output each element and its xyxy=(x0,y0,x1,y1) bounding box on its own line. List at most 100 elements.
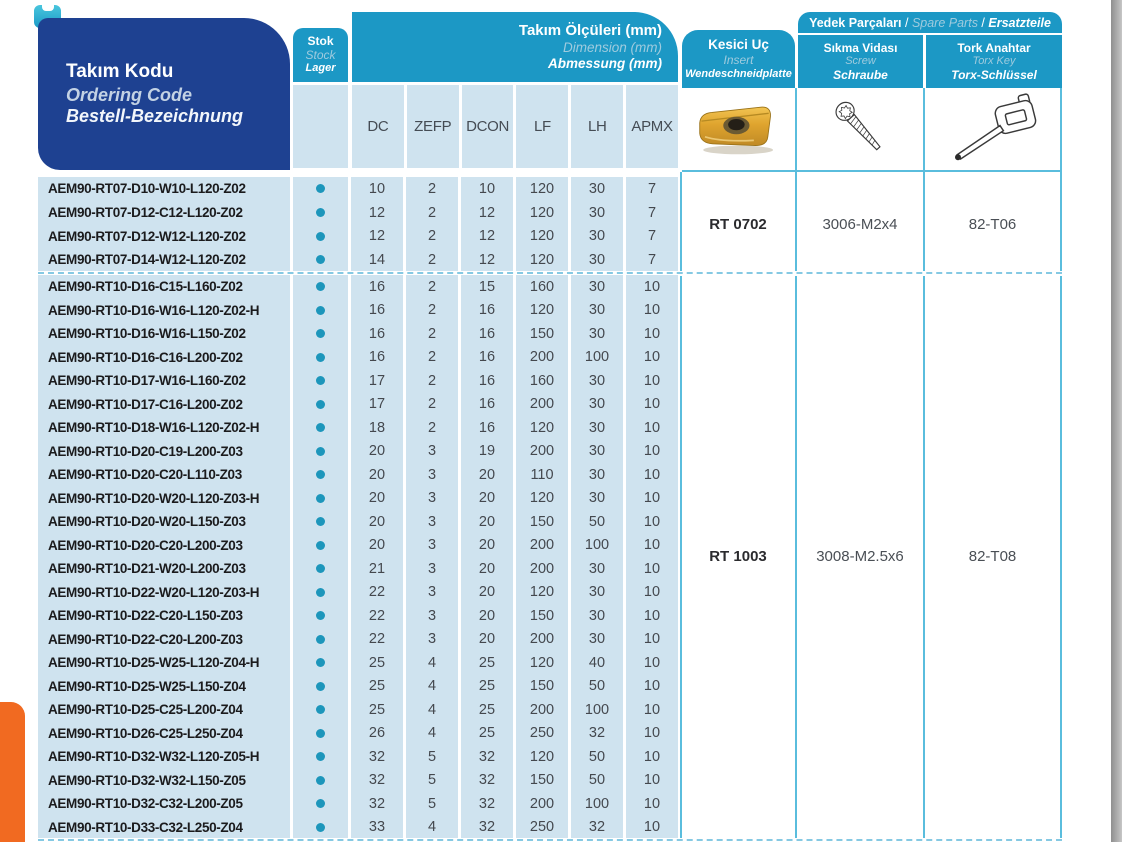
dimension-value-cell: 2 xyxy=(406,248,458,272)
dimension-value-cell: 120 xyxy=(516,224,568,249)
dimension-value-cell: 20 xyxy=(461,533,513,557)
insert-photo-cell xyxy=(682,90,795,168)
dimension-value-cell: 20 xyxy=(461,580,513,604)
dimension-value-cell: 10 xyxy=(626,321,678,346)
dimension-value-cell: 10 xyxy=(461,177,513,201)
dimension-value-cell: 2 xyxy=(406,321,458,346)
dimension-value-cell: 30 xyxy=(571,274,623,299)
spare-parts-sep2: / xyxy=(977,15,989,30)
dimensions-title-en: Dimension (mm) xyxy=(562,39,662,55)
ordering-code-cell: AEM90-RT10-D22-C20-L200-Z03 xyxy=(38,627,290,651)
dimension-value-cell: 16 xyxy=(461,392,513,416)
dimension-value-cell: 32 xyxy=(351,791,403,816)
dimension-value-cell: 150 xyxy=(516,321,568,346)
ordering-code-cell: AEM90-RT10-D22-C20-L150-Z03 xyxy=(38,603,290,628)
dimension-value-cell: 32 xyxy=(571,815,623,839)
dimension-value-cell: 20 xyxy=(351,486,403,510)
stock-cell xyxy=(293,815,348,839)
dimension-value-cell: 200 xyxy=(516,345,568,369)
stock-cell xyxy=(293,674,348,698)
torx-key-icon xyxy=(955,93,1037,161)
ordering-code-cell: AEM90-RT10-D16-W16-L120-Z02-H xyxy=(38,298,290,322)
stock-dot-icon xyxy=(316,752,325,762)
dimension-column-headers: DC ZEFP DCON LF LH APMX xyxy=(352,85,678,168)
stock-dot-icon xyxy=(316,376,325,386)
dimension-value-cell: 2 xyxy=(406,368,458,393)
dimension-value-cell: 16 xyxy=(351,345,403,369)
bookmark-notch xyxy=(41,4,54,11)
ordering-code-title-de: Bestell-Bezeichnung xyxy=(66,106,244,126)
dimension-value-cell: 10 xyxy=(351,177,403,201)
dimension-value-cell: 10 xyxy=(626,603,678,628)
dimension-value-cell: 30 xyxy=(571,627,623,651)
dimension-value-cell: 20 xyxy=(461,462,513,487)
stock-cell xyxy=(293,439,348,463)
dimension-value-cell: 10 xyxy=(626,298,678,322)
spare-grid-vline-3 xyxy=(923,88,925,842)
stock-dot-icon xyxy=(316,799,325,809)
dim-column-header: DCON xyxy=(461,85,514,168)
dimension-value-cell: 100 xyxy=(571,533,623,557)
dimension-value-cell: 12 xyxy=(351,224,403,249)
insert-photo xyxy=(698,106,773,155)
dimension-value-cell: 32 xyxy=(351,744,403,769)
stock-dot-icon xyxy=(316,399,325,409)
dimension-value-cell: 250 xyxy=(516,721,568,745)
dimension-value-cell: 3 xyxy=(406,580,458,604)
dimension-value-cell: 25 xyxy=(461,674,513,698)
ordering-code-cell: AEM90-RT10-D16-C16-L200-Z02 xyxy=(38,345,290,369)
dimension-value-cell: 10 xyxy=(626,580,678,604)
dimension-value-cell: 2 xyxy=(406,345,458,369)
dimension-value-cell: 20 xyxy=(351,509,403,534)
stock-cell xyxy=(293,224,348,249)
dimension-value-cell: 17 xyxy=(351,368,403,393)
dimension-value-cell: 100 xyxy=(571,697,623,722)
ordering-code-cell: AEM90-RT10-D17-C16-L200-Z02 xyxy=(38,392,290,416)
torx-header: Tork Anahtar Torx Key Torx-Schlüssel xyxy=(926,35,1062,88)
dimension-value-cell: 16 xyxy=(461,345,513,369)
stock-dot-icon xyxy=(316,470,325,480)
insert-title-tr: Kesici Uç xyxy=(708,37,769,53)
dim-column-header: LH xyxy=(571,85,624,168)
dim-column-header: APMX xyxy=(626,85,678,168)
dimension-value-cell: 200 xyxy=(516,791,568,816)
dimension-value-cell: 25 xyxy=(461,697,513,722)
stock-cell xyxy=(293,177,348,201)
stock-subheader-cell xyxy=(293,85,348,168)
stock-cell xyxy=(293,462,348,487)
dimension-value-cell: 20 xyxy=(461,603,513,628)
insert-header: Kesici Uç Insert Wendeschneidplatte xyxy=(682,30,795,88)
torx-photo-cell xyxy=(926,90,1062,168)
dimension-value-cell: 200 xyxy=(516,439,568,463)
ordering-code-cell: AEM90-RT10-D33-C32-L250-Z04 xyxy=(38,815,290,839)
ordering-code-cell: AEM90-RT10-D32-W32-L120-Z05-H xyxy=(38,744,290,769)
stock-cell xyxy=(293,791,348,816)
dimension-value-cell: 18 xyxy=(351,415,403,440)
dimension-value-cell: 32 xyxy=(461,791,513,816)
stock-cell xyxy=(293,486,348,510)
stock-cell xyxy=(293,368,348,393)
ordering-code-cell: AEM90-RT07-D12-W12-L120-Z02 xyxy=(38,224,290,249)
dimension-value-cell: 3 xyxy=(406,462,458,487)
dimension-value-cell: 17 xyxy=(351,392,403,416)
dimension-value-cell: 10 xyxy=(626,486,678,510)
dimension-value-cell: 16 xyxy=(351,298,403,322)
dimension-value-cell: 10 xyxy=(626,415,678,440)
stock-cell xyxy=(293,509,348,534)
dimension-value-cell: 120 xyxy=(516,580,568,604)
stock-cell xyxy=(293,415,348,440)
dimension-value-cell: 150 xyxy=(516,603,568,628)
stock-cell xyxy=(293,200,348,225)
dimension-value-cell: 150 xyxy=(516,674,568,698)
dimension-value-cell: 50 xyxy=(571,674,623,698)
orange-side-tab xyxy=(0,702,25,842)
stock-dot-icon xyxy=(316,282,325,292)
dimension-value-cell: 16 xyxy=(461,368,513,393)
torx-title-en: Torx Key xyxy=(972,54,1016,67)
stock-cell xyxy=(293,556,348,581)
ordering-code-cell: AEM90-RT10-D25-W25-L120-Z04-H xyxy=(38,650,290,675)
spare-grid-vline-4 xyxy=(1060,88,1062,842)
dimension-value-cell: 20 xyxy=(461,509,513,534)
ordering-code-cell: AEM90-RT10-D20-C19-L200-Z03 xyxy=(38,439,290,463)
dimension-value-cell: 15 xyxy=(461,274,513,299)
